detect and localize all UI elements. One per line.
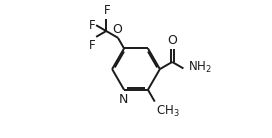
Text: N: N (119, 93, 128, 106)
Text: F: F (89, 19, 95, 32)
Text: F: F (104, 4, 110, 17)
Text: O: O (112, 23, 122, 36)
Text: F: F (89, 39, 95, 52)
Text: O: O (167, 34, 177, 47)
Text: NH$_2$: NH$_2$ (188, 60, 212, 75)
Text: CH$_3$: CH$_3$ (156, 104, 180, 119)
